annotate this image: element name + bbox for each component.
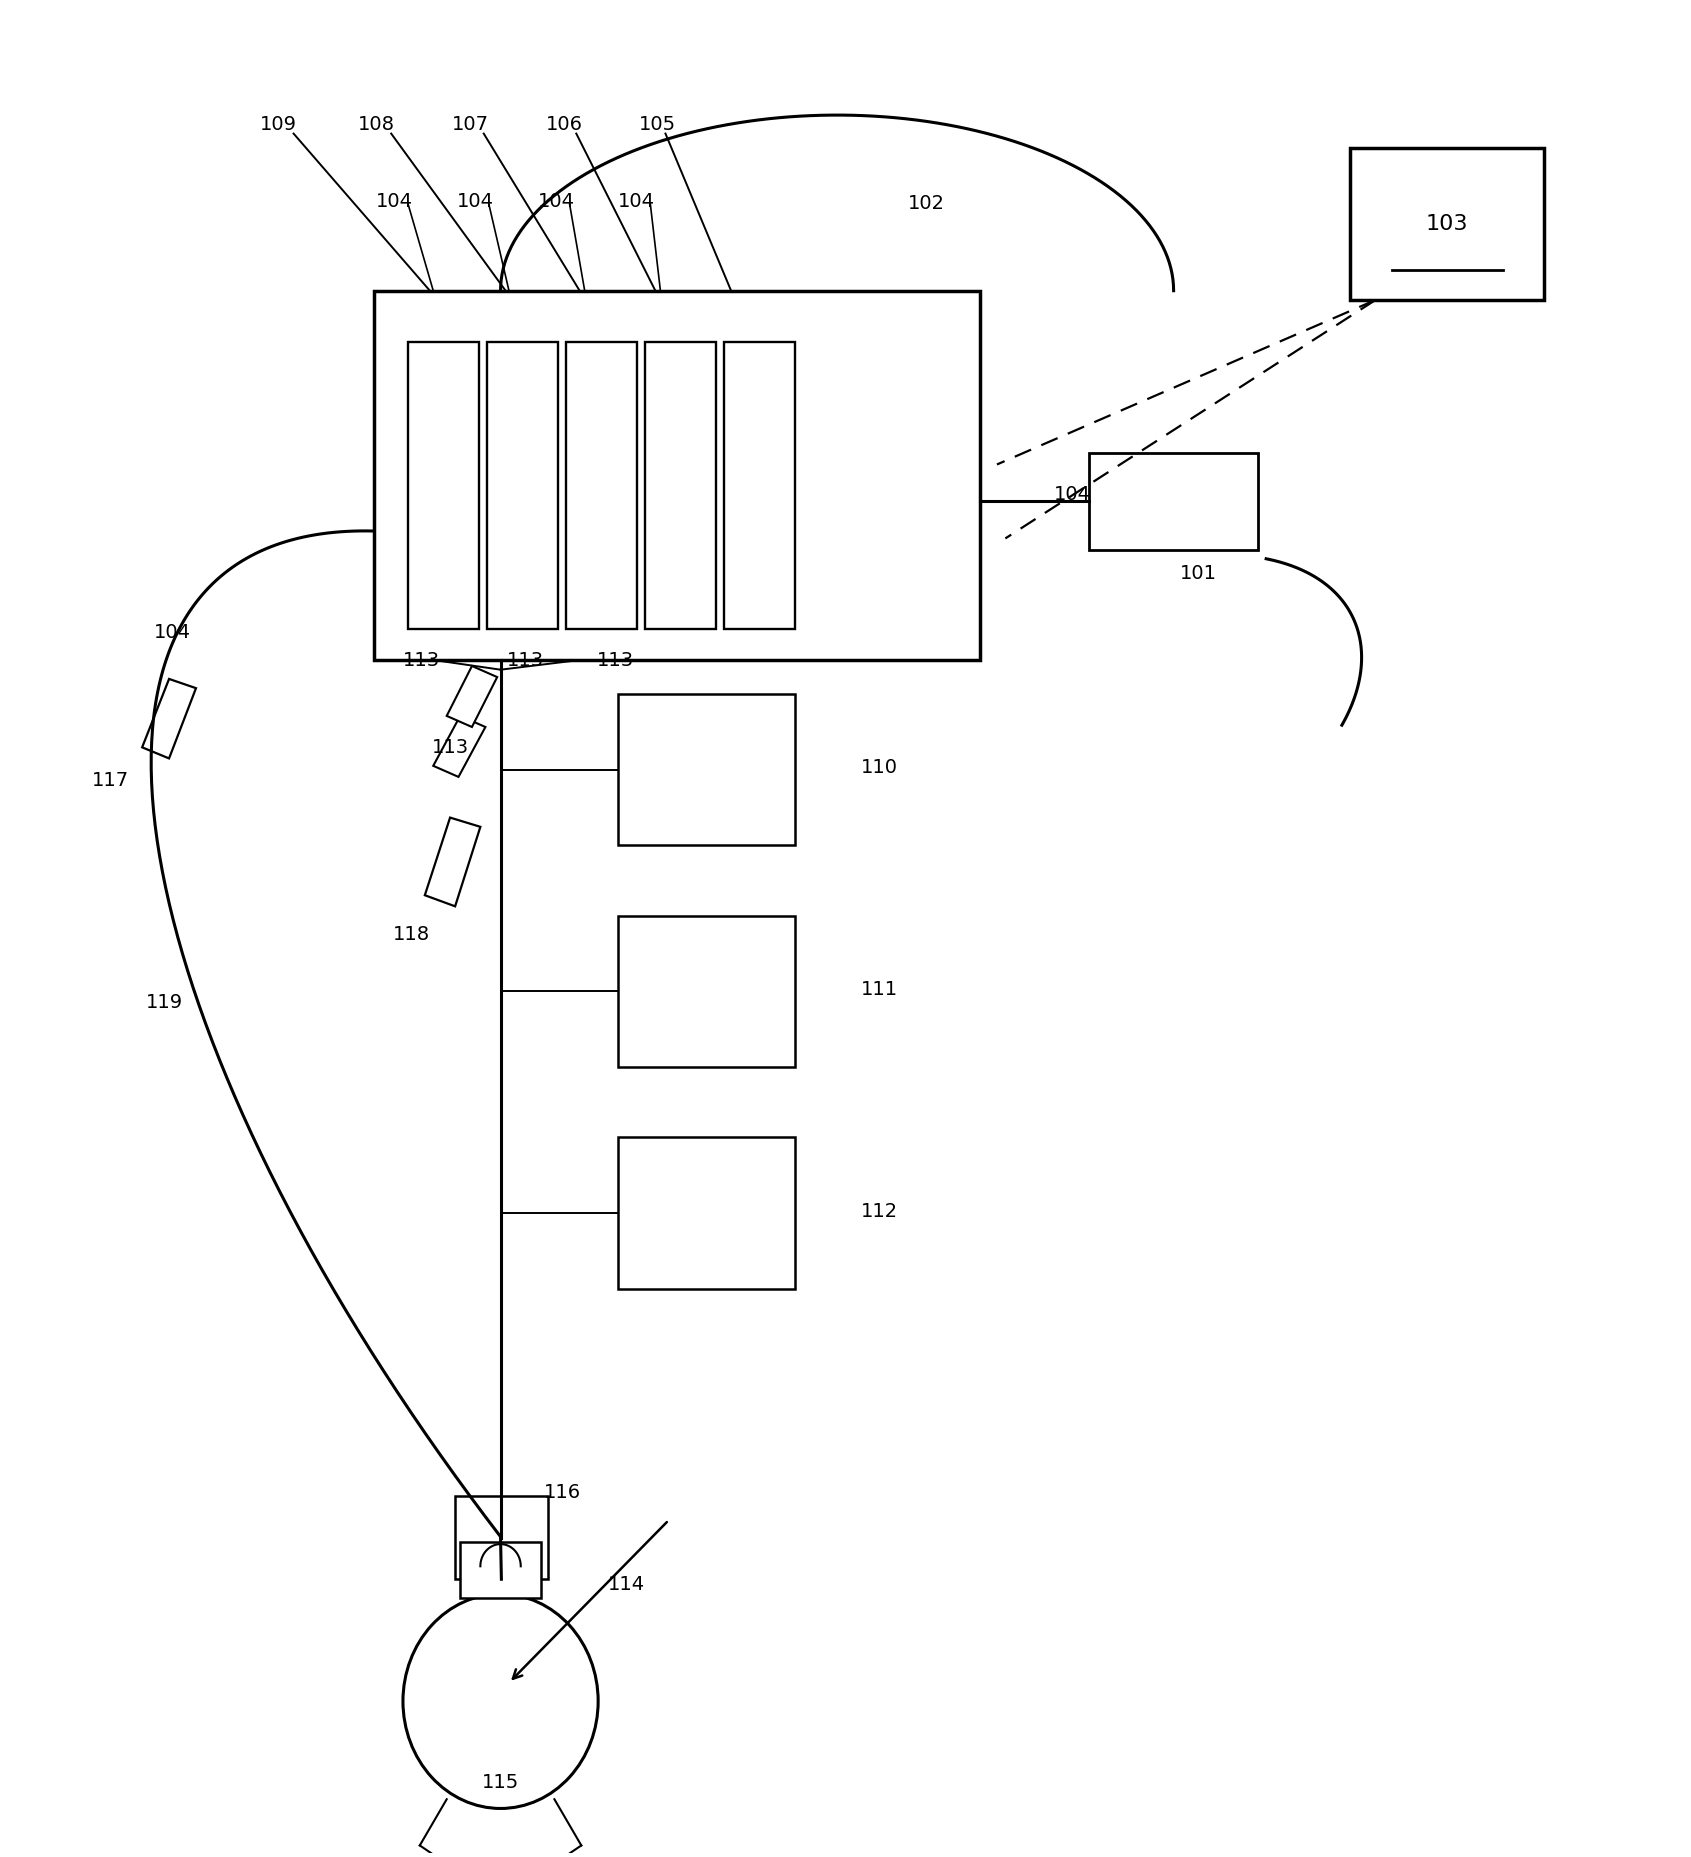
Bar <box>1351 149 1544 301</box>
Text: 104: 104 <box>154 624 191 643</box>
Text: 111: 111 <box>861 980 898 999</box>
Text: 109: 109 <box>260 115 298 134</box>
Text: 113: 113 <box>402 652 440 670</box>
Bar <box>487 342 558 630</box>
Polygon shape <box>424 817 480 906</box>
Bar <box>566 342 638 630</box>
Text: 106: 106 <box>546 115 583 134</box>
Text: 115: 115 <box>482 1773 519 1792</box>
Text: 102: 102 <box>908 195 945 214</box>
Text: 105: 105 <box>639 115 676 134</box>
Text: 113: 113 <box>431 737 468 758</box>
Text: 110: 110 <box>861 758 898 778</box>
Text: 108: 108 <box>357 115 394 134</box>
Text: 107: 107 <box>451 115 489 134</box>
Bar <box>724 342 795 630</box>
Text: 103: 103 <box>1426 214 1468 234</box>
Text: 104: 104 <box>619 193 656 212</box>
Bar <box>619 695 795 845</box>
Polygon shape <box>142 680 196 758</box>
Text: 101: 101 <box>1180 565 1218 583</box>
Text: 113: 113 <box>597 652 634 670</box>
Bar <box>619 916 795 1068</box>
Text: 104: 104 <box>457 193 494 212</box>
Text: 118: 118 <box>392 925 430 943</box>
Bar <box>460 1543 541 1597</box>
Text: 114: 114 <box>609 1575 646 1595</box>
Text: 104: 104 <box>375 193 413 212</box>
Polygon shape <box>446 667 497 726</box>
Text: 119: 119 <box>145 993 183 1012</box>
Text: 104: 104 <box>1053 485 1091 503</box>
Bar <box>619 1136 795 1289</box>
Circle shape <box>402 1593 599 1809</box>
Text: 113: 113 <box>507 652 545 670</box>
Bar <box>646 342 715 630</box>
Text: 116: 116 <box>545 1484 582 1502</box>
Bar <box>1089 453 1258 550</box>
Bar <box>374 292 981 661</box>
Text: 104: 104 <box>538 193 575 212</box>
Text: 117: 117 <box>91 771 129 789</box>
Text: 112: 112 <box>861 1201 898 1220</box>
Polygon shape <box>433 717 485 776</box>
Bar <box>455 1497 548 1578</box>
Bar <box>408 342 479 630</box>
